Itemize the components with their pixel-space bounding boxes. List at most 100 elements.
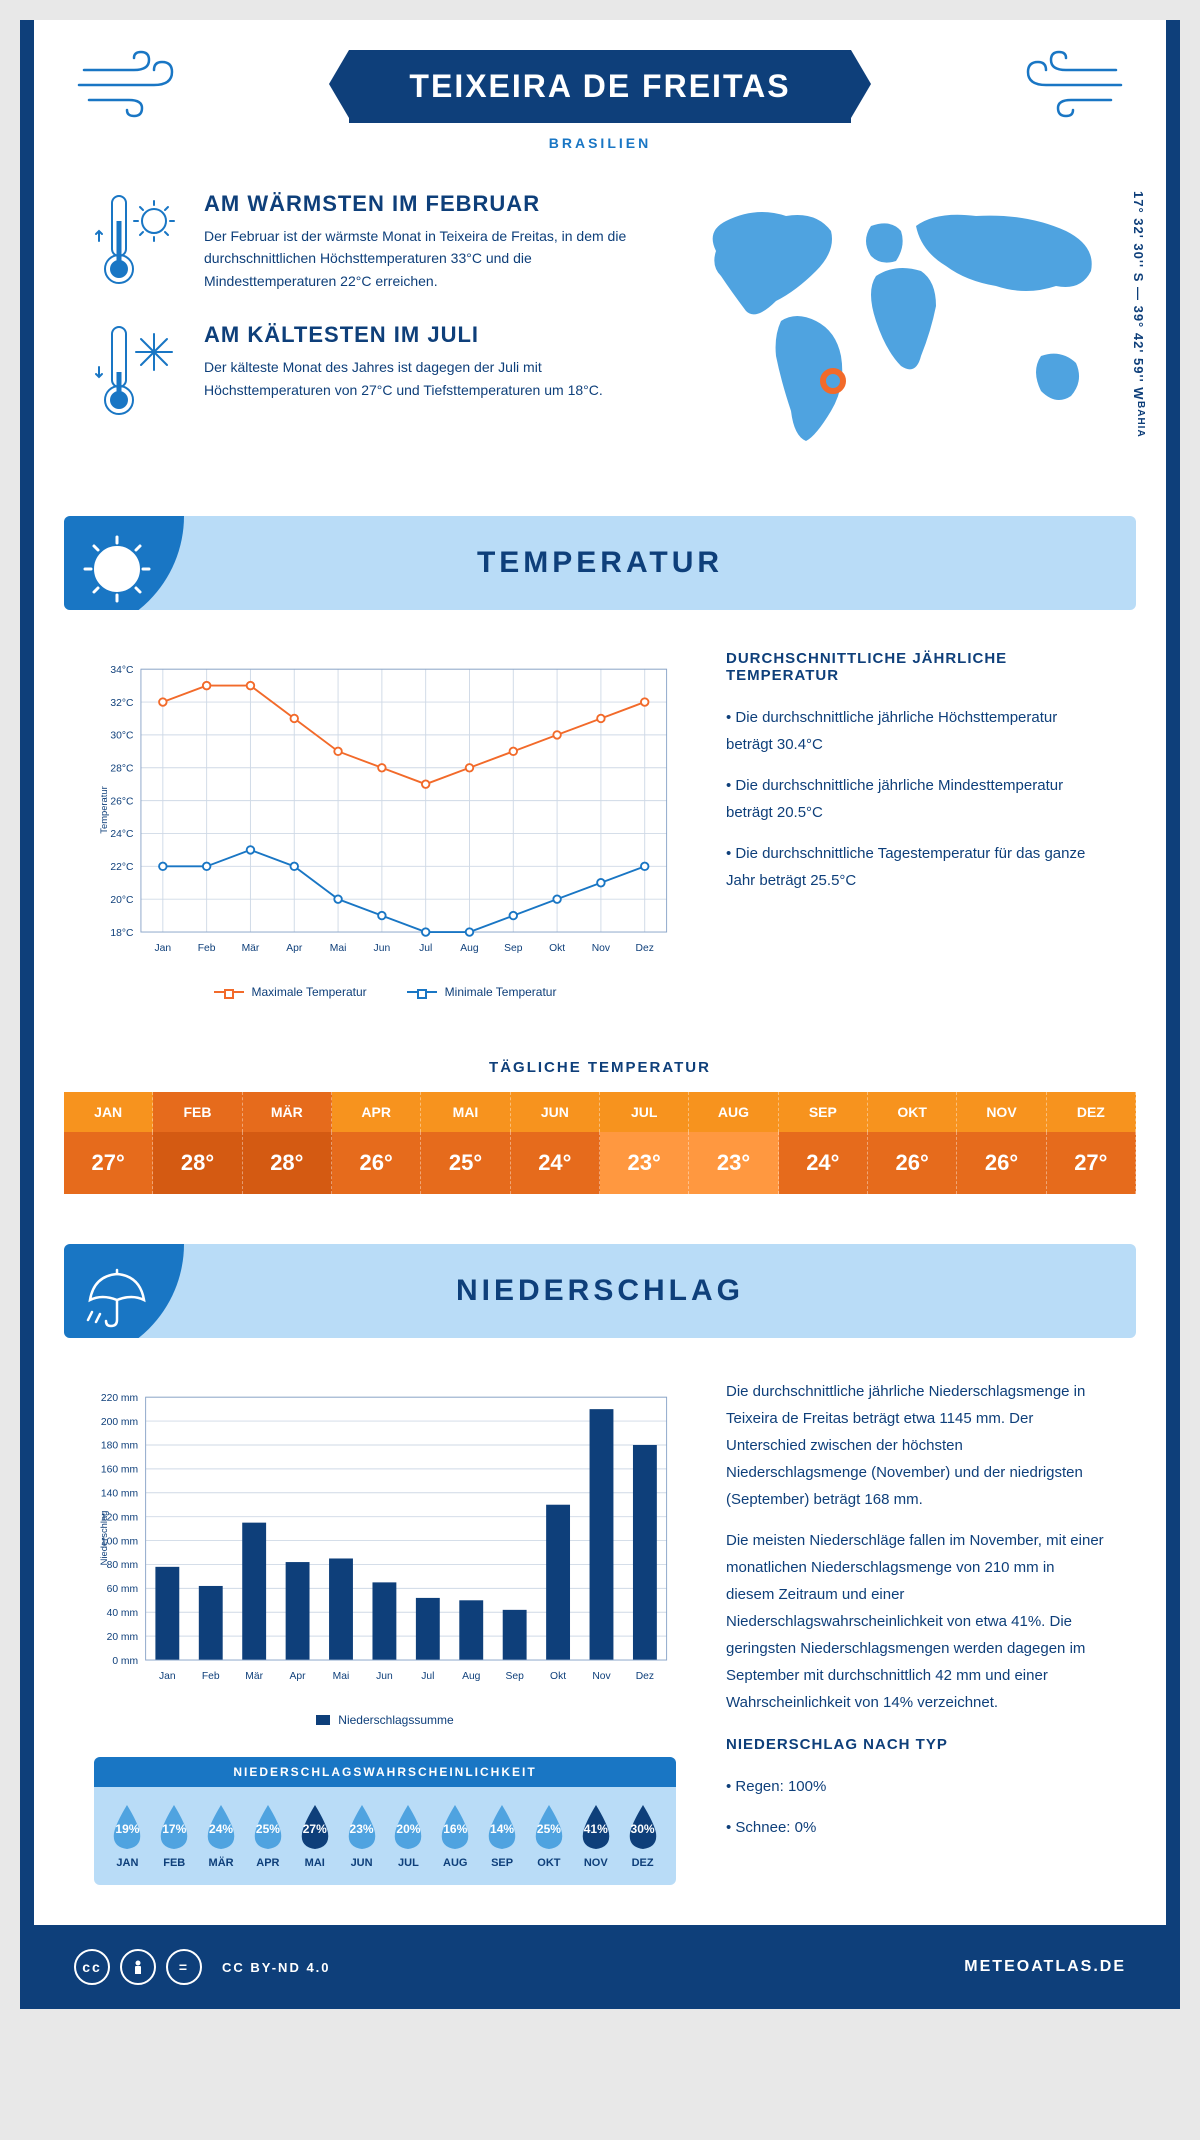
header: TEIXEIRA DE FREITAS BRASILIEN — [34, 20, 1166, 171]
precip-type: • Regen: 100% — [726, 1773, 1106, 1800]
svg-text:Jun: Jun — [376, 1671, 393, 1682]
probability-cell: 25%APR — [244, 1803, 291, 1869]
temp-month-header: NOV — [957, 1092, 1046, 1132]
temp-month-header: SEP — [779, 1092, 868, 1132]
warmest-block: AM WÄRMSTEN IM FEBRUAR Der Februar ist d… — [94, 191, 646, 292]
region-label: BAHIA — [1135, 401, 1146, 438]
svg-text:Sep: Sep — [505, 1671, 524, 1682]
temp-bullet: • Die durchschnittliche jährliche Mindes… — [726, 772, 1106, 826]
temp-bullet: • Die durchschnittliche jährliche Höchst… — [726, 704, 1106, 758]
umbrella-icon — [82, 1262, 152, 1332]
license-text: CC BY-ND 4.0 — [222, 1960, 331, 1975]
svg-text:Jan: Jan — [159, 1671, 176, 1682]
temp-month-header: AUG — [689, 1092, 778, 1132]
temperature-chart-row: 18°C20°C22°C24°C26°C28°C30°C32°C34°CJanF… — [34, 610, 1166, 1039]
temp-value-cell: 27° — [1047, 1132, 1136, 1194]
svg-text:220 mm: 220 mm — [101, 1393, 138, 1404]
temp-month-header: FEB — [153, 1092, 242, 1132]
world-map-icon — [686, 191, 1106, 471]
country-subtitle: BRASILIEN — [74, 135, 1126, 151]
world-map-block: 17° 32' 30'' S — 39° 42' 59'' W BAHIA — [686, 191, 1106, 476]
svg-text:Dez: Dez — [636, 943, 654, 954]
svg-text:32°C: 32°C — [110, 698, 134, 709]
temp-value-cell: 23° — [689, 1132, 778, 1194]
svg-text:80 mm: 80 mm — [107, 1560, 139, 1571]
svg-text:Jul: Jul — [421, 1671, 434, 1682]
section-title: NIEDERSCHLAG — [64, 1274, 1136, 1308]
wind-icon — [1006, 50, 1126, 120]
svg-text:Mai: Mai — [330, 943, 347, 954]
coldest-text: Der kälteste Monat des Jahres ist dagege… — [204, 356, 646, 401]
probability-cell: 16%AUG — [432, 1803, 479, 1869]
legend-max: Maximale Temperatur — [252, 985, 367, 999]
svg-text:Jun: Jun — [374, 943, 391, 954]
svg-text:Dez: Dez — [636, 1671, 654, 1682]
svg-text:200 mm: 200 mm — [101, 1417, 138, 1428]
temperature-line-chart: 18°C20°C22°C24°C26°C28°C30°C32°C34°CJanF… — [94, 650, 676, 970]
temp-value-cell: 27° — [64, 1132, 153, 1194]
precipitation-chart-row: 0 mm20 mm40 mm60 mm80 mm100 mm120 mm140 … — [34, 1338, 1166, 1925]
svg-text:160 mm: 160 mm — [101, 1465, 138, 1476]
svg-text:Okt: Okt — [549, 943, 565, 954]
legend-min: Minimale Temperatur — [445, 985, 557, 999]
svg-text:20°C: 20°C — [110, 895, 134, 906]
cc-icon: cc — [74, 1949, 110, 1985]
precip-p2: Die meisten Niederschläge fallen im Nove… — [726, 1527, 1106, 1716]
svg-text:Nov: Nov — [592, 1671, 611, 1682]
temp-value-cell: 26° — [332, 1132, 421, 1194]
svg-text:Apr: Apr — [290, 1671, 307, 1682]
precipitation-bar-chart: 0 mm20 mm40 mm60 mm80 mm100 mm120 mm140 … — [94, 1378, 676, 1698]
coldest-heading: AM KÄLTESTEN IM JULI — [204, 322, 646, 348]
svg-text:Mär: Mär — [242, 943, 260, 954]
temp-month-header: OKT — [868, 1092, 957, 1132]
svg-text:Temperatur: Temperatur — [99, 786, 109, 833]
temp-value-cell: 25° — [421, 1132, 510, 1194]
svg-text:34°C: 34°C — [110, 665, 134, 676]
probability-cell: 23%JUN — [338, 1803, 385, 1869]
svg-text:30°C: 30°C — [110, 731, 134, 742]
warmest-heading: AM WÄRMSTEN IM FEBRUAR — [204, 191, 646, 217]
probability-cell: 20%JUL — [385, 1803, 432, 1869]
temp-value-cell: 26° — [957, 1132, 1046, 1194]
sun-icon — [82, 534, 152, 604]
temp-value-cell: 24° — [779, 1132, 868, 1194]
precip-type-heading: NIEDERSCHLAG NACH TYP — [726, 1736, 1106, 1753]
license-block: cc = CC BY-ND 4.0 — [74, 1949, 331, 1985]
svg-text:22°C: 22°C — [110, 862, 134, 873]
daily-temp-title: TÄGLICHE TEMPERATUR — [34, 1059, 1166, 1076]
daily-temp-table: JANFEBMÄRAPRMAIJUNJULAUGSEPOKTNOVDEZ27°2… — [64, 1092, 1136, 1194]
svg-text:Feb: Feb — [202, 1671, 220, 1682]
temp-month-header: JUL — [600, 1092, 689, 1132]
svg-text:Jan: Jan — [155, 943, 172, 954]
svg-text:140 mm: 140 mm — [101, 1489, 138, 1500]
temperature-banner: TEMPERATUR — [64, 516, 1136, 610]
temp-legend: Maximale Temperatur Minimale Temperatur — [94, 985, 676, 999]
probability-cell: 14%SEP — [479, 1803, 526, 1869]
coordinates: 17° 32' 30'' S — 39° 42' 59'' W — [1131, 191, 1146, 401]
warmest-text: Der Februar ist der wärmste Monat in Tei… — [204, 225, 646, 292]
temp-value-cell: 28° — [153, 1132, 242, 1194]
precip-p1: Die durchschnittliche jährliche Niedersc… — [726, 1378, 1106, 1513]
svg-text:40 mm: 40 mm — [107, 1608, 139, 1619]
by-icon — [120, 1949, 156, 1985]
probability-cell: 27%MAI — [291, 1803, 338, 1869]
temp-month-header: MAI — [421, 1092, 510, 1132]
temp-bullet: • Die durchschnittliche Tagestemperatur … — [726, 840, 1106, 894]
probability-title: NIEDERSCHLAGSWAHRSCHEINLICHKEIT — [94, 1757, 676, 1787]
svg-text:Aug: Aug — [462, 1671, 481, 1682]
thermometer-cold-icon — [94, 322, 184, 422]
page-title: TEIXEIRA DE FREITAS — [349, 50, 850, 123]
section-title: TEMPERATUR — [64, 546, 1136, 580]
svg-text:20 mm: 20 mm — [107, 1632, 139, 1643]
nd-icon: = — [166, 1949, 202, 1985]
svg-text:Feb: Feb — [198, 943, 216, 954]
temp-value-cell: 23° — [600, 1132, 689, 1194]
temp-value-cell: 26° — [868, 1132, 957, 1194]
temp-month-header: DEZ — [1047, 1092, 1136, 1132]
intro-section: AM WÄRMSTEN IM FEBRUAR Der Februar ist d… — [34, 171, 1166, 516]
probability-cell: 25%OKT — [525, 1803, 572, 1869]
svg-text:24°C: 24°C — [110, 829, 134, 840]
thermometer-hot-icon — [94, 191, 184, 291]
legend-precip: Niederschlagssumme — [338, 1713, 453, 1727]
svg-text:60 mm: 60 mm — [107, 1584, 139, 1595]
